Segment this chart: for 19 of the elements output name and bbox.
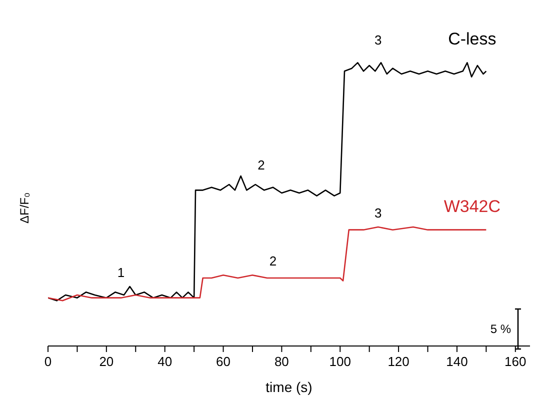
annotation: 5 % — [490, 322, 511, 336]
annotation: 2 — [269, 254, 277, 269]
series-label: W342C — [444, 196, 501, 216]
y-axis-title: ΔF/F₀ — [17, 192, 31, 224]
annotation: 2 — [258, 157, 265, 172]
x-tick-label: 40 — [158, 354, 172, 369]
x-axis-title: time (s) — [266, 379, 312, 395]
annotation: 3 — [374, 205, 382, 220]
annotation: 1 — [117, 264, 125, 280]
x-tick-label: 100 — [329, 354, 351, 369]
x-tick-label: 0 — [44, 354, 52, 369]
x-tick-label: 140 — [446, 354, 468, 369]
x-tick-label: 20 — [99, 354, 114, 369]
x-tick-label: 80 — [274, 354, 289, 369]
series-label: C-less — [448, 30, 496, 49]
x-tick-label: 120 — [388, 354, 410, 369]
x-tick-label: 160 — [504, 354, 526, 369]
text: 3 — [374, 32, 382, 48]
x-tick-label: 60 — [216, 354, 231, 369]
